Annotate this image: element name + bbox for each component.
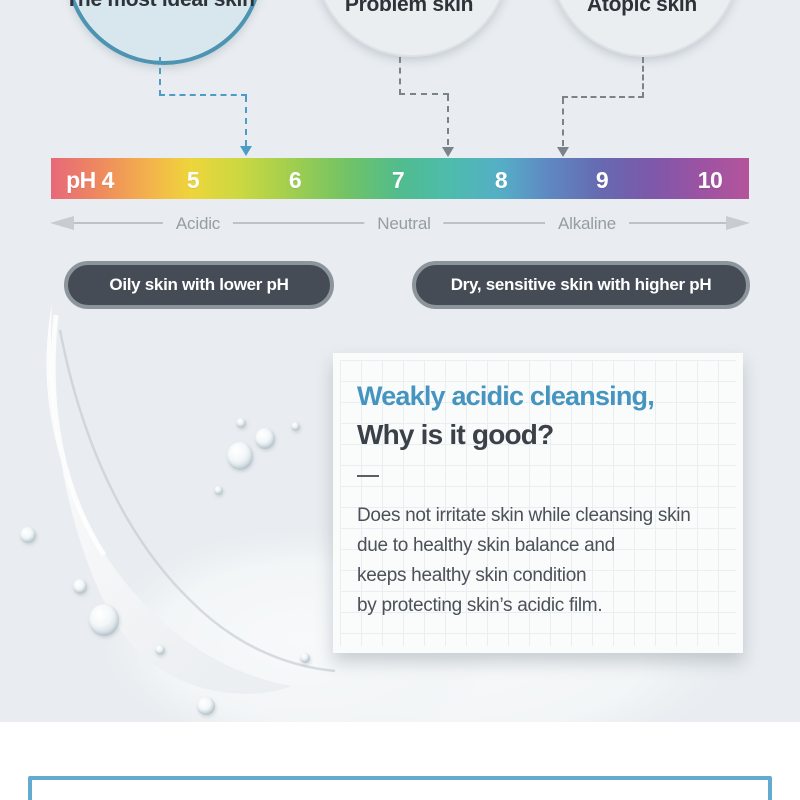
droplet (214, 486, 223, 495)
oily-skin-pill: Oily skin with lower pH (64, 261, 334, 309)
ph-tick-7: 7 (391, 167, 405, 193)
atopic-connector-horizontal (562, 96, 644, 98)
zone-axis-left-arrow-icon (50, 216, 74, 230)
droplet (300, 653, 310, 663)
droplet (236, 418, 246, 428)
droplet (291, 422, 300, 431)
info-card: Weakly acidic cleansing, Why is it good?… (333, 353, 743, 653)
problem-arrow-icon (442, 147, 454, 157)
ph-tick-8: 8 (494, 167, 508, 193)
ph-tick-10: 10 (697, 167, 723, 193)
oily-skin-pill-label: Oily skin with lower pH (109, 275, 289, 294)
droplet (255, 428, 275, 449)
droplet (20, 527, 36, 543)
atopic-skin-label: Atopic skin (587, 0, 697, 16)
card-title-question: Why is it good? (357, 419, 554, 450)
card-body-line: Does not irritate skin while cleansing s… (357, 505, 691, 526)
ideal-connector-vertical-2 (245, 96, 247, 146)
problem-connector-vertical-1 (399, 57, 401, 95)
problem-connector-vertical-2 (447, 95, 449, 145)
dry-skin-pill: Dry, sensitive skin with higher pH (412, 261, 750, 309)
ph-tick-6: 6 (288, 167, 302, 193)
ideal-connector-vertical-1 (159, 57, 161, 96)
atopic-connector-vertical-2 (562, 98, 564, 146)
zone-label-acidic: Acidic (162, 214, 234, 234)
ph-tick-4: pH 4 (66, 167, 114, 193)
dry-skin-pill-label: Dry, sensitive skin with higher pH (450, 275, 712, 294)
droplet (227, 442, 253, 470)
bottom-bordered-box (28, 776, 772, 800)
droplet (73, 579, 87, 594)
grid-paper-background (340, 360, 736, 646)
card-body-line: by protecting skin’s acidic film. (357, 595, 603, 616)
zone-axis-right-arrow-icon (726, 216, 750, 230)
droplet (155, 645, 165, 655)
ideal-connector-horizontal (159, 94, 247, 96)
card-body-text: Does not irritate skin while cleansing s… (357, 501, 727, 621)
droplet (89, 604, 119, 636)
atopic-arrow-icon (557, 147, 569, 157)
atopic-connector-vertical-1 (642, 57, 644, 98)
ideal-skin-label: The most ideal skin (65, 0, 254, 12)
card-divider (357, 475, 379, 477)
card-body-line: due to healthy skin balance and (357, 535, 615, 556)
problem-connector-horizontal (399, 93, 449, 95)
problem-skin-label: Problem skin (344, 0, 474, 16)
droplet (197, 697, 215, 715)
card-title-accent: Weakly acidic cleansing, (357, 381, 655, 411)
ph-tick-9: 9 (595, 167, 609, 193)
ph-gradient-bar (51, 158, 749, 199)
card-body-line: keeps healthy skin condition (357, 565, 587, 586)
ideal-arrow-icon (240, 146, 252, 156)
zone-label-alkaline: Alkaline (545, 214, 629, 234)
zone-label-neutral: Neutral (364, 214, 444, 234)
ph-tick-5: 5 (186, 167, 200, 193)
